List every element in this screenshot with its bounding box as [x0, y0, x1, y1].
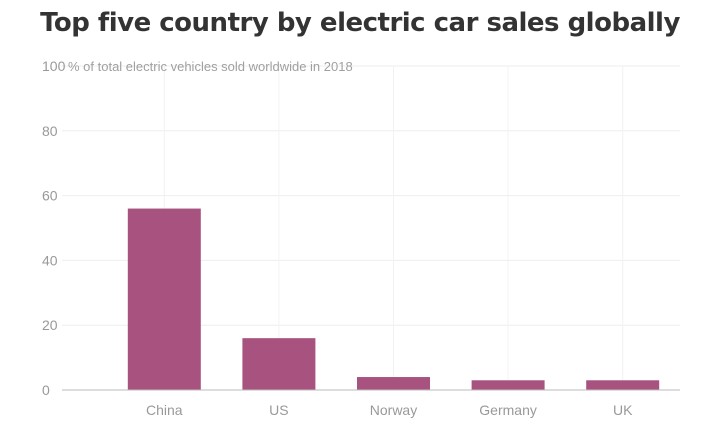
- x-tick-label: Norway: [370, 402, 417, 418]
- y-tick-label: 40: [42, 252, 58, 268]
- bar-norway: [357, 377, 430, 390]
- y-tick-label: 80: [42, 123, 58, 139]
- y-tick-label: 100: [42, 58, 66, 74]
- x-tick-label: UK: [613, 402, 633, 418]
- x-tick-label: Germany: [479, 402, 537, 418]
- bar-us: [242, 338, 316, 390]
- bar-china: [127, 208, 201, 390]
- y-tick-label: 0: [42, 382, 50, 398]
- chart-subtitle: % of total electric vehicles sold worldw…: [68, 59, 353, 74]
- x-tick-label: China: [146, 402, 183, 418]
- y-tick-label: 60: [42, 188, 58, 204]
- x-tick-label: US: [269, 402, 288, 418]
- axes: 0 20 40 60 80 100 China US Norway Germany UK: [42, 58, 680, 418]
- bar-germany: [471, 380, 545, 390]
- bars: [127, 208, 660, 390]
- chart-title: Top five country by electric car sales g…: [40, 8, 680, 38]
- y-tick-label: 20: [42, 317, 58, 333]
- bar-uk: [586, 380, 660, 390]
